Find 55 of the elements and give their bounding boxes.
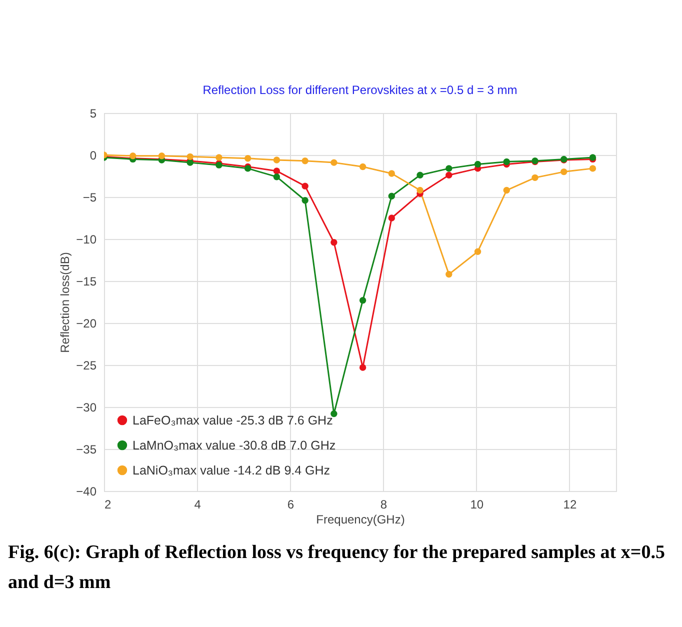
point: [416, 172, 424, 179]
point: [388, 214, 396, 222]
y-tick-label: −30: [76, 400, 97, 414]
legend-label: LaMnO₃max value -30.8 dB 7.0 GHz: [132, 438, 336, 452]
point: [532, 174, 538, 182]
point: [359, 163, 366, 170]
point: [589, 165, 596, 172]
point: [474, 248, 482, 255]
point: [330, 239, 338, 246]
x-tick-label: 8: [380, 498, 388, 512]
point: [446, 165, 452, 172]
point: [186, 153, 194, 160]
x-tick-label: 10: [470, 498, 484, 512]
point: [388, 170, 396, 177]
x-tick-label: 12: [563, 498, 577, 512]
chart-title: Reflection Loss for different Perovskites at x =0.5 d = 3 mm: [202, 83, 518, 97]
y-tick-label: 5: [90, 106, 97, 120]
point: [503, 186, 510, 194]
y-tick-label: −5: [82, 190, 97, 204]
point: [216, 154, 222, 161]
x-tick-label: 6: [287, 498, 294, 512]
legend-label: LaNiO₃max value -14.2 dB 9.4 GHz: [132, 463, 330, 478]
point: [244, 155, 252, 162]
point: [302, 158, 308, 164]
point: [273, 168, 280, 174]
point: [446, 270, 452, 278]
y-tick-label: −10: [76, 232, 97, 246]
y-tick-label: −15: [76, 274, 97, 288]
y-tick-label: −25: [76, 358, 97, 372]
point: [503, 158, 510, 166]
x-axis-title: Frequency(GHz): [316, 512, 405, 526]
y-tick-label: −40: [76, 484, 97, 498]
point: [302, 182, 308, 190]
caption: Fig. 6(c): Graph of Reflection loss vs frequency for the prepared samples at x=0.5 and d=3 mm: [8, 541, 666, 595]
x-tick-label: 2: [104, 498, 112, 512]
y-tick-label: −35: [76, 442, 97, 456]
point: [388, 192, 396, 200]
point: [158, 152, 166, 160]
point: [130, 152, 136, 160]
point: [302, 197, 308, 204]
y-axis-title: Reflection loss(dB): [58, 252, 72, 353]
y-tick-label: −20: [76, 316, 97, 330]
y-tick-label: 0: [90, 148, 97, 162]
point: [359, 296, 366, 304]
x-tick-label: 4: [194, 498, 202, 512]
point: [273, 156, 280, 164]
point: [273, 173, 280, 180]
point: [474, 160, 482, 168]
point: [560, 168, 568, 176]
point: [330, 410, 338, 418]
point: [330, 159, 338, 166]
point: [446, 172, 452, 179]
legend-label: LaFeO₃max value -25.3 dB 7.6 GHz: [132, 413, 333, 428]
point: [416, 186, 424, 194]
point: [359, 364, 366, 371]
